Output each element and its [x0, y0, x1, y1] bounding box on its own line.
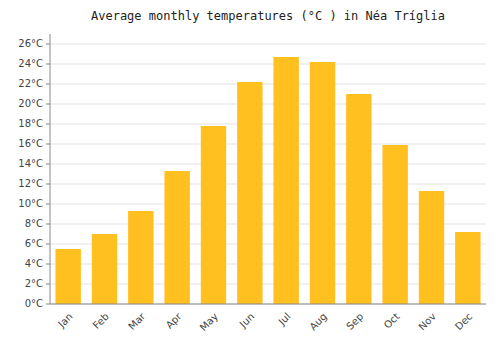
x-tick-label: Aug	[307, 311, 329, 333]
y-tick	[46, 104, 50, 105]
y-tick-label: 4°C	[25, 258, 43, 269]
x-tick-label: May	[198, 311, 220, 333]
chart: Average monthly temperatures (°C ) in Né…	[0, 0, 500, 350]
x-tick-label: Feb	[91, 311, 111, 331]
x-tick-label: Apr	[164, 310, 185, 331]
x-axis-line	[50, 304, 486, 305]
x-tick-label: Jul	[276, 311, 293, 328]
x-tick-label: Sep	[344, 311, 365, 332]
x-tick-label: Jan	[55, 311, 74, 330]
x-tick-label: Jun	[237, 311, 257, 331]
x-axis: Jan Feb Mar Apr May Jun Jul Aug Sep Oct Nov Dec	[55, 310, 474, 333]
y-axis-line	[50, 34, 51, 304]
y-tick	[46, 224, 50, 225]
y-tick-label: 20°C	[18, 98, 43, 109]
x-tick-label: Nov	[416, 311, 438, 333]
bar	[419, 191, 444, 304]
y-tick	[46, 144, 50, 145]
y-tick	[46, 84, 50, 85]
x-tick-label: Dec	[453, 311, 474, 332]
grid-line	[50, 44, 486, 45]
y-tick-label: 10°C	[18, 198, 43, 209]
grid-line	[50, 184, 486, 185]
y-tick	[46, 44, 50, 45]
bar	[55, 249, 80, 304]
bars	[55, 57, 480, 304]
bar	[164, 171, 189, 304]
y-tick-label: 8°C	[25, 218, 43, 229]
y-tick	[46, 164, 50, 165]
y-tick-label: 2°C	[25, 278, 43, 289]
grid-line	[50, 304, 486, 305]
y-tick	[46, 64, 50, 65]
y-tick	[46, 264, 50, 265]
bar	[128, 211, 153, 304]
grid	[50, 44, 486, 304]
y-tick	[46, 284, 50, 285]
y-tick	[46, 304, 50, 305]
grid-line	[50, 144, 486, 145]
y-tick-label: 14°C	[18, 158, 43, 169]
y-tick-label: 22°C	[18, 78, 43, 89]
y-tick-label: 16°C	[18, 138, 43, 149]
bar	[273, 57, 298, 304]
y-tick	[46, 124, 50, 125]
grid-line	[50, 64, 486, 65]
bar	[310, 62, 335, 304]
bar	[382, 145, 407, 304]
y-tick-label: 18°C	[18, 118, 43, 129]
title: Average monthly temperatures (°C ) in Né…	[91, 9, 445, 23]
grid-line	[50, 104, 486, 105]
grid-line	[50, 164, 486, 165]
y-tick-label: 24°C	[18, 58, 43, 69]
y-tick	[46, 204, 50, 205]
y-tick	[46, 184, 50, 185]
bar	[346, 94, 371, 304]
bar	[237, 82, 262, 304]
bar	[455, 232, 480, 304]
grid-line	[50, 124, 486, 125]
bar	[201, 126, 226, 304]
y-axis: 0°C 2°C 4°C 6°C 8°C 10°C 12°C 14°C 16°C 18°C 20°C 2…	[18, 38, 50, 309]
y-tick-label: 26°C	[18, 38, 43, 49]
bar	[92, 234, 117, 304]
chart-container: Average monthly temperatures (°C ) in Né…	[0, 0, 500, 350]
x-tick-label: Mar	[126, 310, 148, 332]
y-tick	[46, 244, 50, 245]
x-tick-label: Oct	[382, 311, 402, 331]
grid-line	[50, 84, 486, 85]
y-tick-label: 0°C	[25, 298, 43, 309]
y-tick-label: 12°C	[18, 178, 43, 189]
y-tick-label: 6°C	[25, 238, 43, 249]
